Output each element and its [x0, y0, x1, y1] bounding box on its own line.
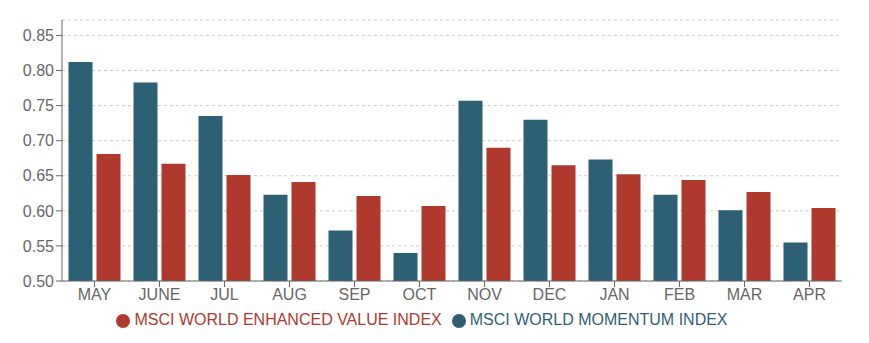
html-text:MSCI WORLD MOMENTUM INDEX: MSCI WORLD MOMENTUM INDEX — [469, 311, 728, 328]
svg-text:0.60: 0.60 — [23, 203, 54, 220]
svg-text:0.70: 0.70 — [23, 132, 54, 149]
svg-text:SEP: SEP — [338, 286, 370, 303]
svg-text:JUL: JUL — [210, 286, 239, 303]
svg-text:DEC: DEC — [533, 286, 567, 303]
svg-text:0.75: 0.75 — [23, 97, 54, 114]
svg-text:AUG: AUG — [272, 286, 307, 303]
svg-text:OCT: OCT — [403, 286, 437, 303]
svg-text:JAN: JAN — [599, 286, 629, 303]
svg-text:MAY: MAY — [78, 286, 112, 303]
svg-text:MAR: MAR — [727, 286, 763, 303]
svg-text:FEB: FEB — [664, 286, 695, 303]
svg-text:0.85: 0.85 — [23, 27, 54, 44]
svg-text:JUNE: JUNE — [139, 286, 181, 303]
svg-text:0.55: 0.55 — [23, 238, 54, 255]
svg-text:NOV: NOV — [467, 286, 502, 303]
svg-text:APR: APR — [793, 286, 826, 303]
svg-text:0.80: 0.80 — [23, 62, 54, 79]
svg-text:0.50: 0.50 — [23, 273, 54, 290]
html-text:MSCI WORLD ENHANCED VALUE INDE: MSCI WORLD ENHANCED VALUE INDEX — [134, 311, 442, 328]
svg-text:0.65: 0.65 — [23, 167, 54, 184]
